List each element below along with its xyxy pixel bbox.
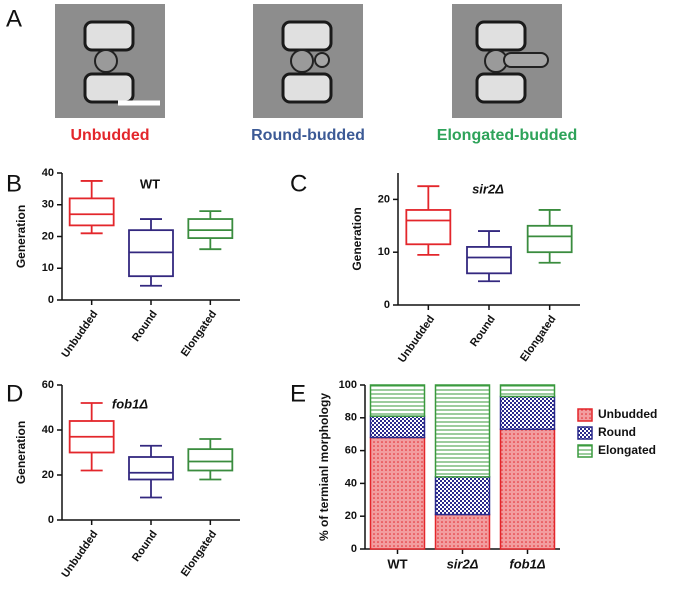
bar-segment — [499, 428, 556, 550]
box — [68, 197, 115, 227]
box — [526, 224, 573, 254]
y-tick-label: 40 — [42, 167, 54, 179]
x-tick-label: Elongated — [518, 314, 558, 364]
y-tick-label: 10 — [42, 262, 54, 274]
box — [405, 209, 452, 246]
bar-segment — [369, 436, 426, 550]
x-tick-label: Unbudded — [59, 529, 100, 580]
y-tick-label: 60 — [345, 445, 357, 457]
panel-label: C — [290, 170, 307, 197]
legend-label: Round — [598, 425, 636, 439]
y-tick-label: 80 — [345, 412, 357, 424]
bar-segment — [434, 476, 491, 516]
y-tick-label: 20 — [42, 230, 54, 242]
box — [187, 218, 234, 239]
y-tick-label: 40 — [345, 477, 357, 489]
x-tick-label: Round — [468, 314, 498, 349]
caption: Round-budded — [251, 127, 365, 144]
chart-title: fob1Δ — [112, 396, 148, 411]
y-axis-label: Generation — [14, 205, 28, 268]
y-axis-label: Generation — [14, 421, 28, 484]
y-tick-label: 100 — [339, 379, 357, 391]
chart-title: sir2Δ — [472, 181, 504, 196]
y-axis-label: % of termianl morphology — [317, 393, 331, 541]
y-tick-label: 60 — [42, 379, 54, 391]
bar-segment — [434, 384, 491, 478]
x-tick-label: Unbudded — [396, 314, 437, 365]
box — [128, 456, 174, 481]
micrograph — [452, 4, 562, 118]
y-tick-label: 20 — [42, 469, 54, 481]
panel-label: E — [290, 380, 306, 407]
panel-label: D — [6, 380, 23, 407]
y-tick-label: 30 — [42, 199, 54, 211]
x-tick-label: WT — [387, 556, 407, 571]
x-tick-label: fob1Δ — [509, 556, 545, 571]
y-tick-label: 40 — [42, 424, 54, 436]
x-tick-label: Round — [130, 309, 160, 344]
x-tick-label: Round — [130, 529, 160, 564]
legend-swatch — [577, 426, 593, 440]
box — [466, 246, 512, 275]
legend-swatch — [577, 408, 593, 422]
micrograph — [55, 4, 165, 118]
legend-label: Unbudded — [598, 407, 657, 421]
legend-swatch — [577, 444, 593, 458]
panel-label: A — [6, 5, 22, 32]
legend-label: Elongated — [598, 443, 656, 457]
y-tick-label: 20 — [378, 193, 390, 205]
bar-segment — [499, 395, 556, 431]
bar-segment — [434, 513, 491, 550]
chart-title: WT — [140, 176, 160, 191]
caption: Elongated-budded — [437, 127, 577, 144]
bar-segment — [369, 384, 426, 417]
x-tick-label: sir2Δ — [447, 556, 479, 571]
bar-segment — [499, 384, 556, 398]
y-tick-label: 0 — [48, 514, 54, 526]
caption: Unbudded — [70, 127, 149, 144]
y-axis-label: Generation — [350, 207, 364, 270]
panel-label: B — [6, 170, 22, 197]
y-tick-label: 20 — [345, 510, 357, 522]
y-tick-label: 0 — [384, 299, 390, 311]
y-tick-label: 0 — [351, 543, 357, 555]
x-tick-label: Unbudded — [59, 309, 100, 360]
x-tick-label: Elongated — [179, 309, 219, 359]
y-tick-label: 10 — [378, 246, 390, 258]
micrograph — [253, 4, 363, 118]
x-tick-label: Elongated — [179, 529, 219, 579]
bar-segment — [369, 415, 426, 439]
y-tick-label: 0 — [48, 294, 54, 306]
box — [187, 448, 234, 472]
